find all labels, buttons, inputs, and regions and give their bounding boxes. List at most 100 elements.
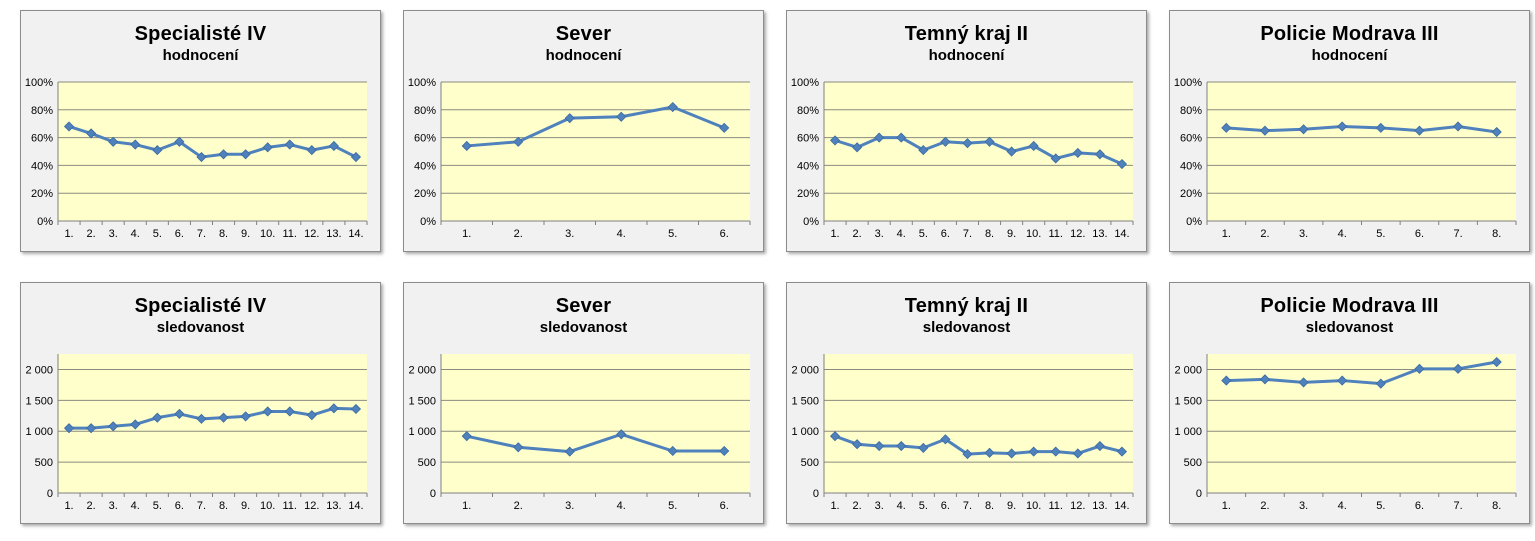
x-axis-tick-label: 6.	[1415, 500, 1424, 512]
x-axis-tick-label: 10.	[1026, 228, 1041, 240]
data-point-marker	[940, 136, 951, 147]
chart-title: Policie Modrava III	[1260, 23, 1439, 45]
data-point-marker	[616, 111, 627, 122]
data-point-marker	[1072, 448, 1083, 459]
x-axis-tick-label: 8.	[985, 228, 994, 240]
x-axis-tick-label: 2.	[87, 500, 96, 512]
y-axis-tick-label: 80%	[797, 105, 819, 117]
y-axis-tick-label: 60%	[797, 133, 819, 145]
data-point-marker	[108, 136, 119, 147]
data-point-marker	[719, 445, 730, 457]
data-point-marker	[174, 136, 185, 147]
data-point-marker	[1221, 122, 1232, 133]
data-point-marker	[152, 412, 163, 423]
line-plot: 0 500 1 000 1 500 2 000 1. 2. 3. 4. 5. 6. 7. 8. 9. 10.…	[25, 354, 368, 512]
chart-subtitle: hodnocení	[162, 47, 239, 64]
data-point-marker	[984, 136, 995, 147]
chart-title: Specialisté IV	[134, 295, 267, 317]
plot-background	[1207, 82, 1516, 221]
data-point-marker	[1491, 126, 1502, 138]
data-point-marker	[874, 132, 885, 143]
plot-background	[441, 82, 750, 221]
data-point-marker	[918, 145, 929, 156]
x-axis-tick-label: 2.	[87, 228, 96, 240]
x-axis-tick-label: 10.	[1026, 500, 1041, 512]
x-axis-tick-label: 7.	[963, 228, 972, 240]
x-axis-tick-label: 6.	[941, 500, 950, 512]
x-axis-tick-label: 3.	[565, 228, 574, 240]
x-axis-tick-label: 9.	[1007, 228, 1016, 240]
data-point-marker	[1452, 363, 1464, 374]
y-axis-tick-label: 500	[35, 457, 53, 469]
y-axis-tick-label: 20%	[414, 188, 436, 200]
data-point-marker	[1298, 377, 1309, 388]
data-point-marker	[130, 139, 141, 150]
plot-background	[824, 354, 1133, 493]
data-point-marker	[1094, 149, 1105, 160]
data-point-marker	[1375, 122, 1386, 133]
chart-card-temny-kraj-ii-sledovanost: Temný kraj II sledovanost 0 500 1 000 1 500…	[786, 282, 1147, 524]
chart-subtitle: sledovanost	[539, 319, 628, 336]
y-axis-tick-label: 1 500	[791, 395, 819, 407]
data-point-marker	[350, 403, 362, 415]
y-axis-tick-label: 2 000	[791, 364, 819, 376]
data-point-marker	[130, 419, 141, 430]
data-point-marker	[918, 442, 929, 453]
data-point-marker	[1028, 446, 1039, 457]
x-axis-tick-label: 4.	[617, 228, 626, 240]
x-axis-tick-label: 4.	[897, 228, 906, 240]
x-axis-tick-label: 5.	[919, 500, 928, 512]
data-point-marker	[1298, 124, 1309, 135]
chart-card-sever-hodnoceni: Sever hodnocení 0% 20% 40% 60% 80% 100% 1. 2. 3.…	[403, 10, 764, 252]
x-axis-tick-label: 4.	[897, 500, 906, 512]
chart-title: Policie Modrava III	[1260, 295, 1439, 317]
x-axis-tick-label: 3.	[875, 228, 884, 240]
series-line	[465, 105, 726, 148]
x-axis-tick-label: 4.	[1338, 500, 1347, 512]
y-axis-tick-label: 40%	[1180, 160, 1202, 172]
x-axis-tick-label: 4.	[1338, 228, 1347, 240]
y-axis-tick-label: 0%	[803, 216, 819, 228]
x-axis-tick-label: 7.	[197, 228, 206, 240]
x-axis-tick-label: 4.	[131, 228, 140, 240]
y-axis-tick-label: 100%	[408, 77, 436, 89]
data-point-marker	[218, 412, 229, 423]
x-axis-tick-label: 8.	[985, 500, 994, 512]
y-axis-tick-label: 0	[813, 488, 819, 500]
data-point-marker	[1116, 158, 1128, 170]
y-axis-tick-label: 0%	[37, 216, 53, 228]
x-axis-tick-label: 2.	[1260, 500, 1269, 512]
x-axis-tick-label: 5.	[668, 500, 677, 512]
data-point-marker	[1116, 446, 1128, 457]
data-point-marker	[1337, 375, 1348, 386]
x-axis-tick-label: 7.	[963, 500, 972, 512]
x-axis-tick-label: 1.	[64, 228, 73, 240]
chart-title: Sever	[555, 295, 612, 317]
x-axis-tick-label: 3.	[565, 500, 574, 512]
x-axis-tick-label: 1.	[462, 500, 471, 512]
y-axis-tick-label: 2 000	[25, 364, 53, 376]
y-axis-tick-label: 2 000	[1174, 364, 1202, 376]
x-axis-tick-label: 6.	[1415, 228, 1424, 240]
x-axis-tick-label: 1.	[1222, 500, 1231, 512]
x-axis-tick-label: 3.	[109, 500, 118, 512]
line-plot: 0% 20% 40% 60% 80% 100% 1. 2. 3. 4. 5. 6.	[408, 77, 751, 240]
data-point-marker	[108, 421, 119, 432]
series-line	[1224, 124, 1499, 134]
chart-card-specialiste-iv-hodnoceni: Specialisté IV hodnocení 0% 20% 40% 60% 80% 1…	[20, 10, 381, 252]
data-point-marker	[1375, 378, 1386, 389]
data-point-marker	[1259, 125, 1271, 136]
x-axis-tick-label: 5.	[153, 500, 162, 512]
x-axis-tick-label: 8.	[1492, 500, 1501, 512]
x-axis-tick-label: 14.	[348, 500, 363, 512]
x-axis-tick-label: 8.	[1492, 228, 1501, 240]
chart-subtitle: hodnocení	[1311, 47, 1388, 64]
data-point-marker	[940, 434, 951, 445]
x-axis-tick-label: 10.	[260, 500, 275, 512]
plot-background	[441, 354, 750, 493]
data-point-marker	[1072, 147, 1083, 158]
y-axis-tick-label: 40%	[797, 160, 819, 172]
y-axis-tick-label: 40%	[31, 160, 53, 172]
x-axis-tick-label: 13.	[1092, 500, 1107, 512]
data-point-marker	[86, 128, 97, 139]
